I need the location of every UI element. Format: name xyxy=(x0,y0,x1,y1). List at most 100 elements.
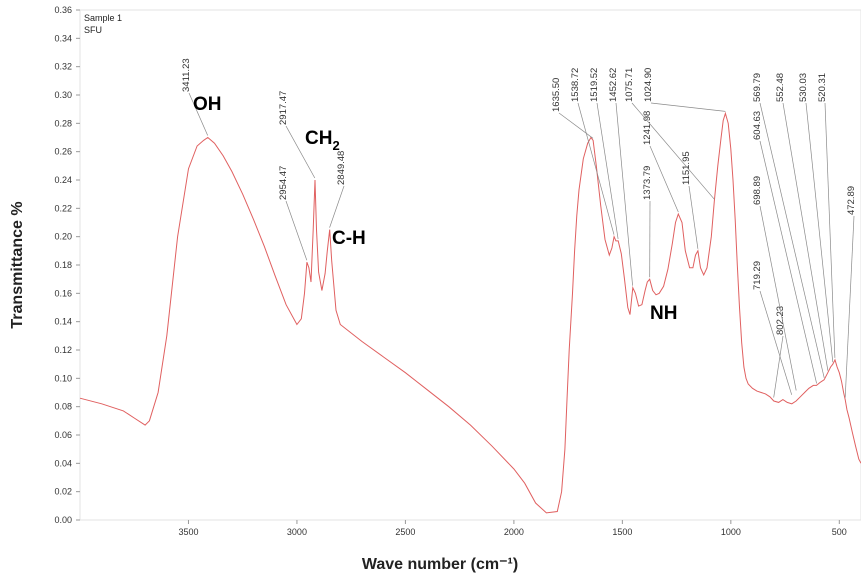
peak-label: 472.89 xyxy=(846,186,857,215)
peak-annotation: 2917.47 xyxy=(278,91,316,179)
peak-label: 1538.72 xyxy=(570,68,581,102)
peak-label: 1373.79 xyxy=(642,166,653,200)
y-tick-label: 0.22 xyxy=(54,203,72,213)
peak-leader-line xyxy=(844,215,855,398)
peak-label: 604.63 xyxy=(752,111,763,140)
peak-label: 698.89 xyxy=(752,176,763,205)
peak-label: 1519.52 xyxy=(589,68,600,102)
peak-label: 719.29 xyxy=(752,261,763,290)
x-tick-label: 2000 xyxy=(504,527,524,537)
peak-annotation: 1151.95 xyxy=(681,151,699,249)
group-annotations: OH CH2 C-H NH xyxy=(193,94,677,324)
y-tick-label: 0.36 xyxy=(54,5,72,15)
peak-leader-line xyxy=(631,102,715,200)
peak-label: 1151.95 xyxy=(681,151,692,185)
group-label-c-h: C-H xyxy=(332,228,366,249)
peak-leader-line xyxy=(558,112,594,139)
peak-annotation: 1024.90 xyxy=(643,68,726,112)
peak-annotation: 2954.47 xyxy=(278,166,308,261)
peak-leader-line xyxy=(650,102,726,112)
peak-label: 802.23 xyxy=(775,306,786,335)
peak-annotation: 802.23 xyxy=(773,306,786,398)
peak-label: 1635.50 xyxy=(551,78,562,112)
y-tick-label: 0.16 xyxy=(54,288,72,298)
peak-leader-line xyxy=(759,140,817,384)
peak-leader-line xyxy=(329,185,345,228)
x-tick-label: 3000 xyxy=(287,527,307,537)
peak-label: 520.31 xyxy=(817,73,828,102)
legend: Sample 1 SFU xyxy=(84,13,122,35)
y-tick-label: 0.10 xyxy=(54,373,72,383)
peak-label: 1452.62 xyxy=(608,68,619,102)
peak-leader-line xyxy=(285,125,316,179)
y-tick-label: 0.32 xyxy=(54,62,72,72)
legend-line-2: SFU xyxy=(84,25,102,35)
peak-label: 1241.98 xyxy=(642,111,653,145)
y-tick-label: 0.06 xyxy=(54,430,72,440)
peak-label: 2917.47 xyxy=(278,91,289,125)
peak-label: 1024.90 xyxy=(643,68,654,102)
x-tick-label: 500 xyxy=(832,527,847,537)
y-tick-label: 0.26 xyxy=(54,147,72,157)
peak-leader-line xyxy=(615,102,633,286)
peak-leader-line xyxy=(285,200,308,261)
peak-annotation: 1519.52 xyxy=(589,68,619,239)
peak-label: 2849.48 xyxy=(336,151,347,185)
y-tick-label: 0.28 xyxy=(54,118,72,128)
peak-label: 569.79 xyxy=(752,73,763,102)
peak-leader-line xyxy=(773,335,784,398)
x-axis-title: Wave number (cm⁻¹) xyxy=(362,556,518,573)
group-label-nh: NH xyxy=(650,303,677,324)
x-tick-label: 2500 xyxy=(395,527,415,537)
y-tick-label: 0.08 xyxy=(54,402,72,412)
peak-annotation: 719.29 xyxy=(752,261,793,395)
y-axis-title: Transmittance % xyxy=(9,201,26,328)
y-tick-label: 0.18 xyxy=(54,260,72,270)
peak-annotation: 2849.48 xyxy=(329,151,347,228)
y-tick-label: 0.24 xyxy=(54,175,72,185)
peak-leader-line xyxy=(759,205,797,391)
peak-leader-line xyxy=(688,185,699,249)
peak-label: 530.03 xyxy=(798,73,809,102)
peak-leader-line xyxy=(759,102,825,378)
peak-label: 2954.47 xyxy=(278,166,289,200)
plot-area xyxy=(79,9,861,521)
x-tick-label: 1500 xyxy=(612,527,632,537)
x-tick-label: 1000 xyxy=(721,527,741,537)
y-tick-label: 0.12 xyxy=(54,345,72,355)
group-label-ch2: CH2 xyxy=(305,128,340,153)
peak-annotation: 1635.50 xyxy=(551,78,594,139)
peak-leader-line xyxy=(759,290,793,395)
y-tick-label: 0.14 xyxy=(54,317,72,327)
peak-annotation: 472.89 xyxy=(844,186,857,398)
group-label-oh: OH xyxy=(193,94,222,115)
y-tick-label: 0.30 xyxy=(54,90,72,100)
legend-line-1: Sample 1 xyxy=(84,13,122,23)
peak-annotation: 1538.72 xyxy=(570,68,615,235)
peak-annotation: 1075.71 xyxy=(624,68,715,200)
peak-annotation: 1452.62 xyxy=(608,68,633,286)
peak-leader-line xyxy=(596,102,619,239)
peak-annotation: 604.63 xyxy=(752,111,817,384)
peak-leader-line xyxy=(188,92,209,136)
peak-annotation: 520.31 xyxy=(817,73,836,358)
peak-annotation: 1373.79 xyxy=(642,166,653,278)
x-tick-label: 3500 xyxy=(178,527,198,537)
peak-annotation: 552.48 xyxy=(775,73,829,371)
spectrum-line xyxy=(79,111,861,514)
peak-annotation: 3411.23 xyxy=(181,58,209,136)
y-tick-label: 0.34 xyxy=(54,33,72,43)
y-tick-label: 0.20 xyxy=(54,232,72,242)
peak-annotation: 1241.98 xyxy=(642,111,679,213)
peak-label: 552.48 xyxy=(775,73,786,102)
peak-leader-line xyxy=(824,102,836,358)
peak-label: 1075.71 xyxy=(624,68,635,102)
peak-leader-line xyxy=(782,102,829,371)
peak-leader-line xyxy=(649,145,679,213)
y-tick-label: 0.04 xyxy=(54,458,72,468)
y-axis: 0.00 0.02 0.04 0.06 0.08 0.10 0.12 0.14 0.16 0.18… xyxy=(54,5,80,525)
peak-leader-line xyxy=(577,102,615,235)
peak-annotation: 569.79 xyxy=(752,73,825,378)
peak-annotation: 530.03 xyxy=(798,73,834,363)
